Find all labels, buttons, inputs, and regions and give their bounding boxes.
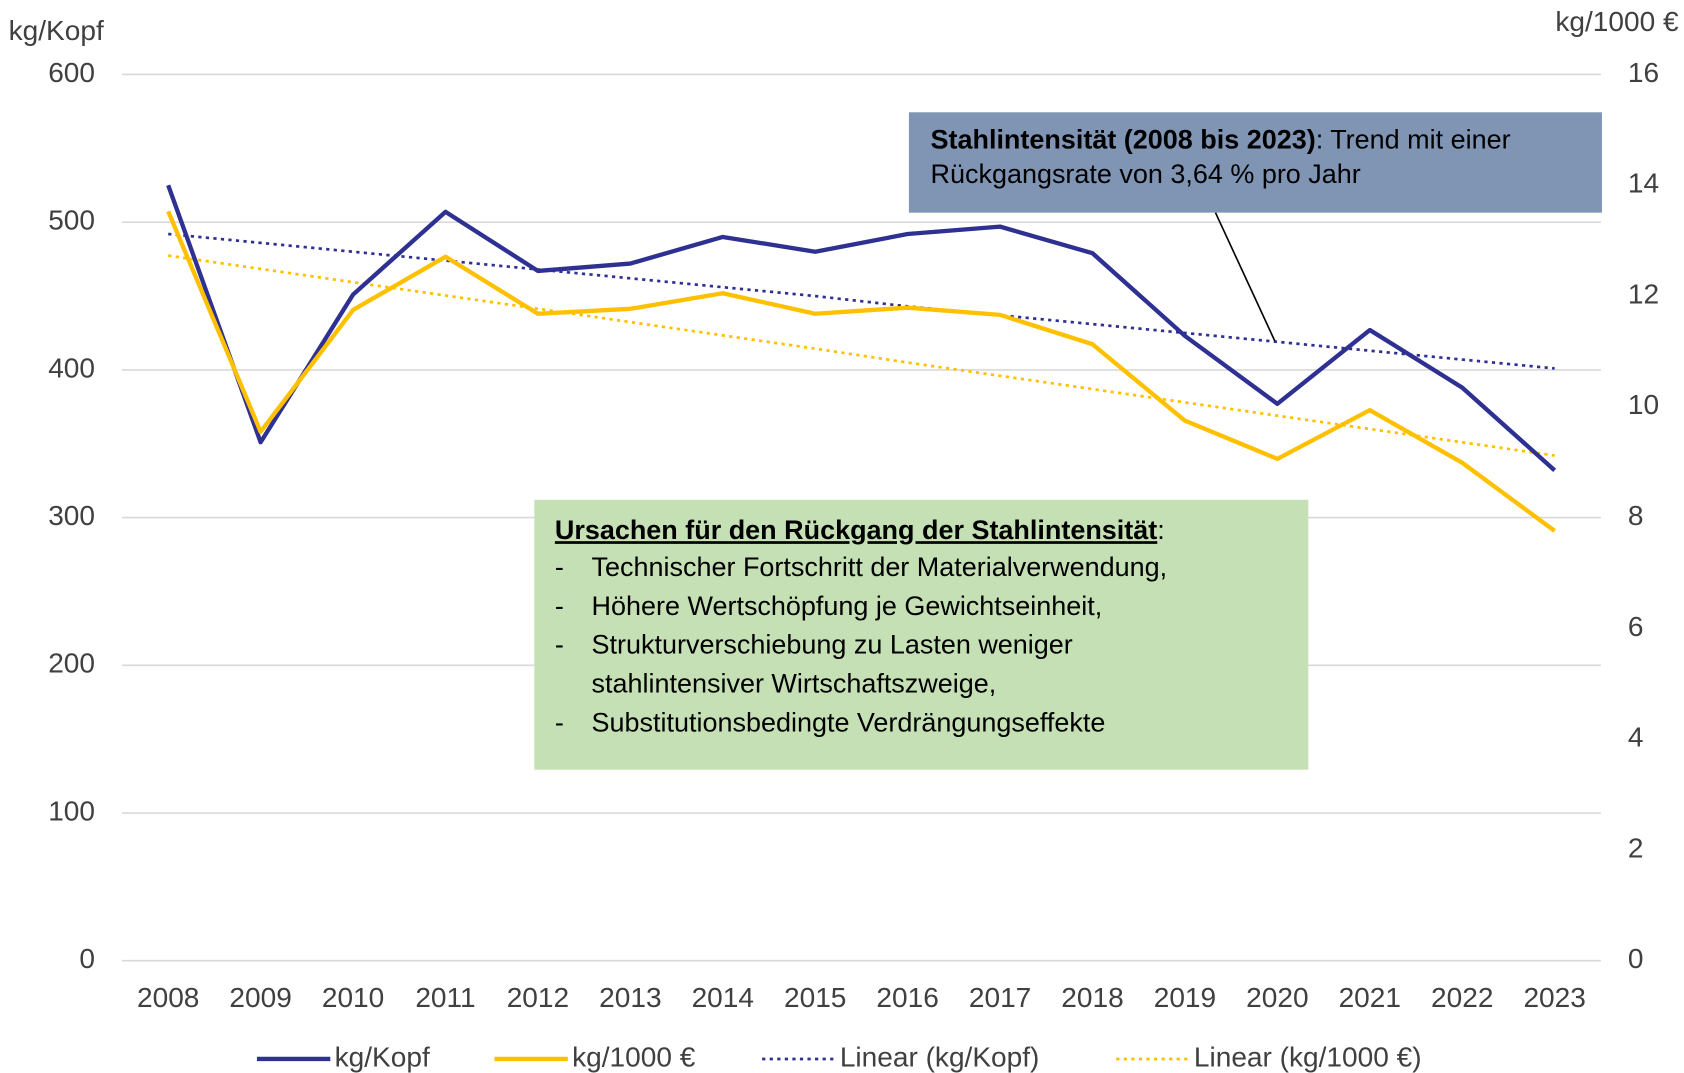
note-text: Stahlintensität (2008 bis 2023): Trend m… bbox=[931, 125, 1511, 155]
note-text: : Trend mit einer bbox=[1316, 125, 1511, 155]
y2-tick-label: 4 bbox=[1628, 722, 1644, 753]
bullet: - bbox=[555, 552, 564, 582]
note-heading: Ursachen für den Rückgang der Stahlinten… bbox=[555, 515, 1165, 545]
y2-tick-label: 10 bbox=[1628, 389, 1659, 420]
y-tick-label: 200 bbox=[48, 648, 95, 679]
x-tick-label: 2014 bbox=[692, 982, 754, 1013]
note-item: Technischer Fortschritt der Materialverw… bbox=[592, 552, 1168, 582]
note-item: Strukturverschiebung zu Lasten weniger bbox=[592, 630, 1073, 660]
legend-label: Linear (kg/1000 €) bbox=[1194, 1041, 1422, 1072]
legend-label: Linear (kg/Kopf) bbox=[840, 1041, 1040, 1072]
note-text: : bbox=[1157, 515, 1165, 545]
y-tick-label: 0 bbox=[79, 943, 95, 974]
trend-line bbox=[168, 254, 1555, 457]
y2-tick-label: 6 bbox=[1628, 611, 1644, 642]
x-tick-label: 2020 bbox=[1246, 982, 1308, 1013]
causes-note: Ursachen für den Rückgang der Stahlinten… bbox=[534, 499, 1309, 770]
x-tick-label: 2013 bbox=[599, 982, 661, 1013]
x-tick-label: 2016 bbox=[876, 982, 938, 1013]
x-tick-label: 2019 bbox=[1154, 982, 1216, 1013]
y2-tick-label: 2 bbox=[1628, 832, 1644, 863]
x-tick-label: 2022 bbox=[1431, 982, 1493, 1013]
y2-tick-label: 0 bbox=[1628, 943, 1644, 974]
note-box bbox=[534, 499, 1309, 770]
note-bold: Ursachen für den Rückgang der Stahlinten… bbox=[555, 515, 1157, 545]
y2-axis-label: kg/1000 € bbox=[1555, 6, 1679, 37]
note-box bbox=[908, 112, 1602, 213]
y2-tick-label: 14 bbox=[1628, 168, 1659, 199]
bullet: - bbox=[555, 591, 564, 621]
y2-tick-label: 16 bbox=[1628, 57, 1659, 88]
y2-tick-label: 8 bbox=[1628, 500, 1644, 531]
y-tick-label: 600 bbox=[48, 57, 95, 88]
legend-label: kg/1000 € bbox=[572, 1041, 696, 1072]
x-tick-label: 2010 bbox=[322, 982, 384, 1013]
note-item: Substitutionsbedingte Verdrängungseffekt… bbox=[592, 707, 1106, 737]
x-tick-label: 2009 bbox=[229, 982, 291, 1013]
note-item: stahlintensiver Wirtschaftszweige, bbox=[592, 669, 997, 699]
x-tick-label: 2017 bbox=[969, 982, 1031, 1013]
note-text: Rückgangsrate von 3,64 % pro Jahr bbox=[931, 159, 1361, 189]
y-axis-label: kg/Kopf bbox=[9, 15, 104, 46]
x-tick-label: 2008 bbox=[137, 982, 199, 1013]
callout-line bbox=[1214, 212, 1276, 342]
x-tick-label: 2018 bbox=[1061, 982, 1123, 1013]
y2-tick-label: 12 bbox=[1628, 278, 1659, 309]
series-line bbox=[166, 210, 1556, 533]
y-tick-label: 400 bbox=[48, 352, 95, 383]
trend-line bbox=[168, 232, 1555, 370]
x-tick-label: 2023 bbox=[1523, 982, 1585, 1013]
y-tick-label: 100 bbox=[48, 795, 95, 826]
series-line bbox=[166, 184, 1557, 472]
note-bold: Stahlintensität (2008 bis 2023) bbox=[931, 125, 1316, 155]
note-item: Höhere Wertschöpfung je Gewichtseinheit, bbox=[592, 591, 1103, 621]
bullet: - bbox=[555, 630, 564, 660]
y-tick-label: 300 bbox=[48, 500, 95, 531]
legend-label: kg/Kopf bbox=[335, 1041, 430, 1072]
y-tick-label: 500 bbox=[48, 205, 95, 236]
trend-note: Stahlintensität (2008 bis 2023): Trend m… bbox=[908, 112, 1602, 342]
x-tick-label: 2012 bbox=[507, 982, 569, 1013]
x-tick-label: 2015 bbox=[784, 982, 846, 1013]
bullet: - bbox=[555, 707, 564, 737]
x-tick-label: 2011 bbox=[415, 982, 475, 1013]
x-tick-label: 2021 bbox=[1339, 982, 1401, 1013]
